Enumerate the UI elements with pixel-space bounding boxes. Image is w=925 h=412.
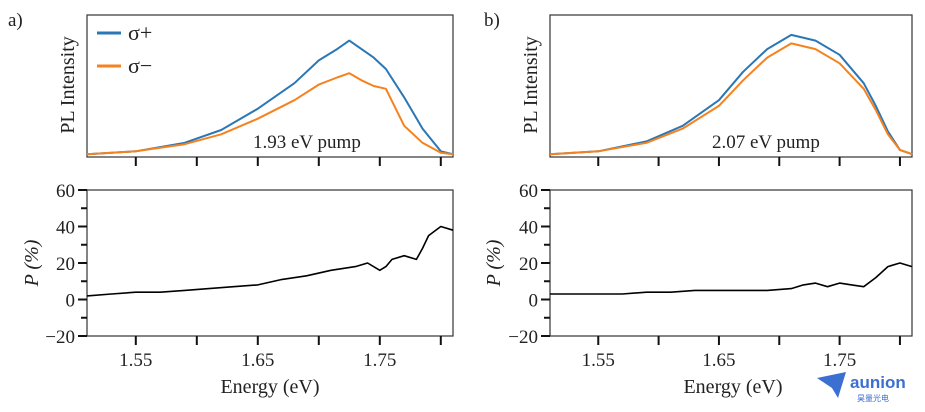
panel-b-top-frame	[549, 14, 913, 158]
panel-a-bottom-ylabel: P (%)	[21, 239, 43, 287]
panel-a-x-tick-labels: 1.55 1.65 1.75	[119, 350, 396, 371]
x-tick-label: 1.65	[241, 350, 274, 371]
panel-a-top-frame	[86, 14, 454, 158]
y-tick-label: −20	[508, 327, 538, 348]
x-tick-label: 1.75	[363, 350, 396, 371]
watermark-brand: aunion	[850, 373, 906, 392]
panel-b-top-ylabel: PL Intensity	[520, 36, 542, 134]
panel-a-xlabel: Energy (eV)	[220, 376, 319, 398]
panel-a-legend: σ+ σ−	[97, 20, 152, 78]
panel-a-bottom-series	[86, 225, 454, 297]
watermark-logo: aunion 昊量光电	[817, 372, 906, 403]
pl-series-sigma-plus	[549, 33, 913, 156]
paper-plane-icon	[817, 372, 846, 398]
panel-b-bottom-series	[550, 262, 913, 295]
panel-a-bottom-frame	[86, 189, 454, 337]
y-tick-label: 0	[66, 291, 76, 312]
panel-b-x-tick-labels: 1.55 1.65 1.75	[582, 350, 857, 371]
x-tick-label: 1.55	[582, 350, 615, 371]
x-tick-label: 1.55	[119, 350, 152, 371]
panel-b-bottom-ylabel: P (%)	[483, 239, 505, 287]
y-tick-label: −20	[45, 327, 75, 348]
panel-a-label: a)	[8, 10, 23, 31]
y-tick-label: 20	[56, 254, 75, 275]
legend-label-sigma-plus: σ+	[128, 20, 152, 45]
polarization-series	[86, 225, 454, 297]
pl-series-sigma-plus	[86, 39, 454, 156]
y-tick-label: 40	[56, 218, 75, 239]
panel-b-label: b)	[484, 10, 500, 31]
panel-b-y-tick-labels: 60 40 20 0 −20	[508, 181, 538, 348]
panel-b-annotation: 2.07 eV pump	[712, 132, 820, 153]
y-tick-label: 20	[519, 254, 538, 275]
panel-b-xlabel: Energy (eV)	[683, 376, 782, 398]
panel-a-top-ylabel: PL Intensity	[57, 36, 79, 134]
x-tick-label: 1.65	[702, 350, 735, 371]
panel-a-y-tick-labels: 60 40 20 0 −20	[45, 181, 75, 348]
polarization-series	[550, 262, 913, 295]
x-tick-label: 1.75	[823, 350, 856, 371]
y-tick-label: 40	[519, 218, 538, 239]
watermark-sub: 昊量光电	[857, 393, 889, 403]
legend-label-sigma-minus: σ−	[128, 53, 152, 78]
pl-series-sigma-minus	[86, 72, 454, 156]
y-tick-label: 60	[519, 181, 538, 202]
y-tick-label: 0	[529, 291, 539, 312]
panel-b-top-ticks	[597, 157, 901, 166]
panel-b-bottom-frame	[549, 189, 913, 337]
panel-a-top-ticks	[134, 157, 442, 166]
panel-a-top-series	[86, 39, 454, 156]
y-tick-label: 60	[56, 181, 75, 202]
panel-b-bottom-ticks	[541, 189, 901, 345]
panel-a-annotation: 1.93 eV pump	[253, 132, 361, 153]
panel-a-bottom-ticks	[78, 189, 442, 345]
panel-b-top-series	[549, 33, 913, 156]
pl-series-sigma-minus	[549, 42, 913, 156]
